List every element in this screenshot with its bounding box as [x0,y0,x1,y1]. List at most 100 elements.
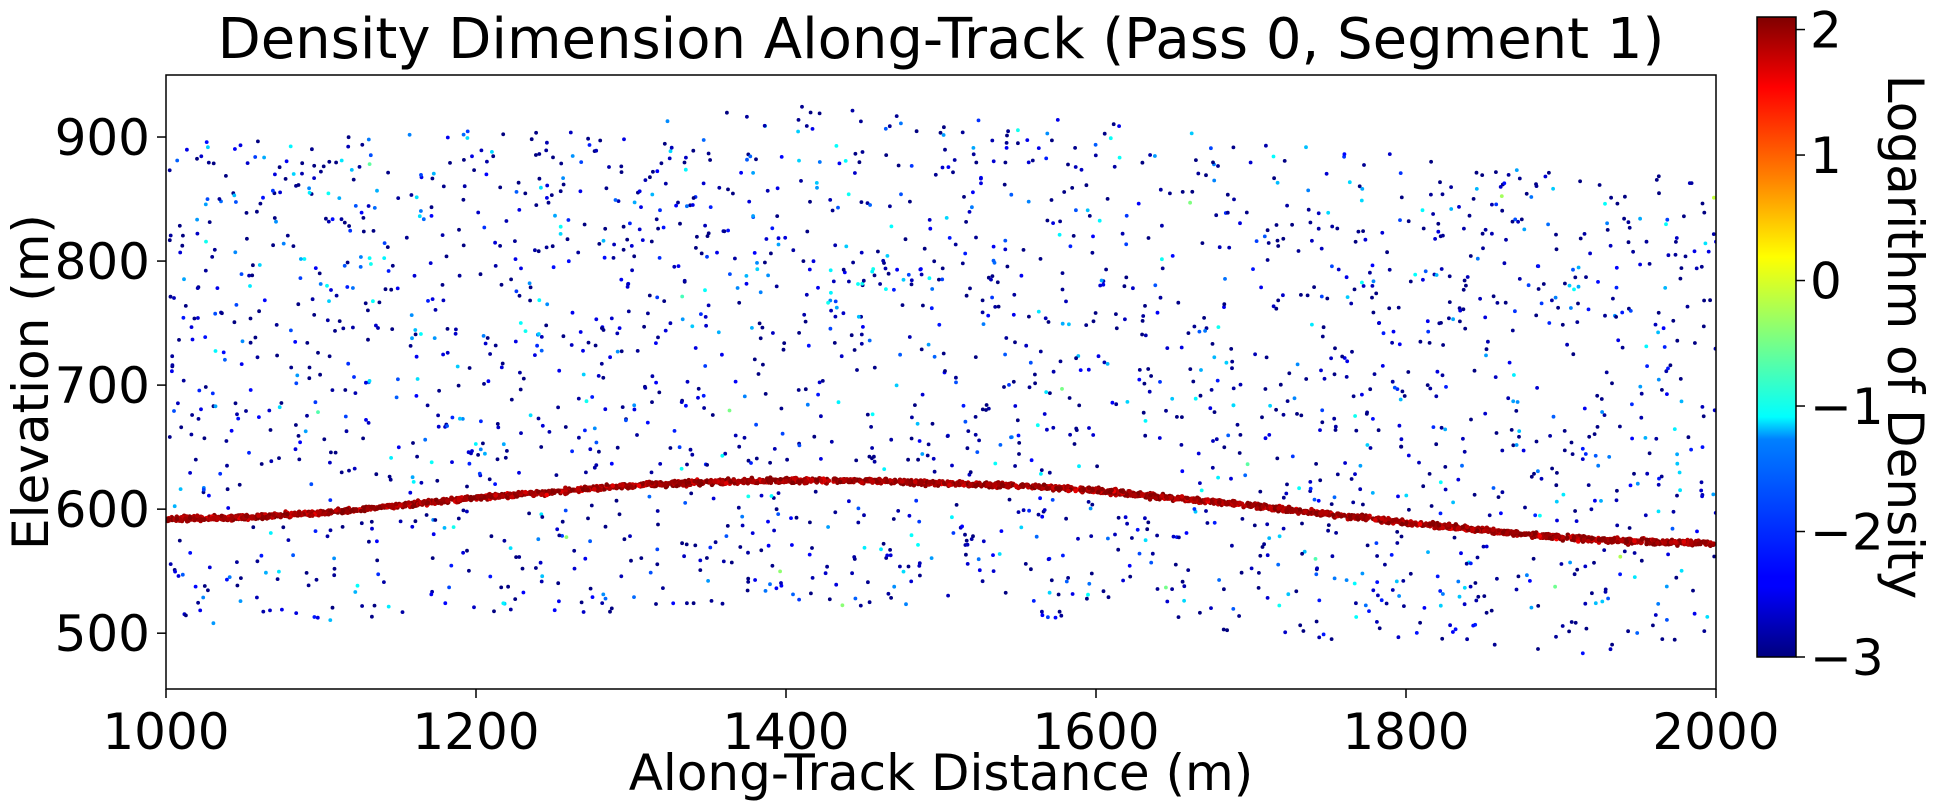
noise-point [1326,210,1331,215]
noise-point [1268,403,1272,408]
noise-point [685,462,689,467]
noise-point [493,343,498,348]
noise-point [621,224,626,229]
noise-point [828,268,833,273]
noise-point [896,163,901,168]
noise-point [1283,630,1288,635]
noise-point [906,272,911,277]
noise-point [554,473,559,477]
noise-point [1203,329,1207,333]
noise-point [517,470,521,475]
noise-point [1051,369,1056,374]
noise-point [1550,466,1554,471]
noise-point [1515,400,1520,404]
noise-point [779,406,784,411]
noise-point [482,225,487,230]
noise-point [728,272,732,276]
noise-point [1531,556,1536,561]
noise-point [449,563,454,568]
noise-point [920,452,925,456]
noise-point [1196,171,1201,176]
noise-point [1204,173,1208,178]
noise-point [1422,606,1427,610]
noise-point [411,441,415,445]
noise-point [1290,454,1295,459]
noise-point [1350,349,1354,354]
noise-point [889,437,894,442]
noise-point [269,459,274,464]
noise-point [189,432,194,437]
noise-point [1517,176,1522,181]
noise-point [307,190,312,195]
noise-point [885,553,890,558]
noise-point [505,449,509,453]
noise-point [1064,579,1069,584]
ground-point [385,502,390,508]
noise-point [500,361,505,366]
noise-point [495,457,500,462]
noise-point [691,148,696,153]
noise-point [1090,502,1095,507]
noise-point [759,493,764,498]
noise-point [1252,523,1257,528]
noise-point [796,118,801,122]
noise-point [413,332,418,337]
noise-point [1353,414,1357,418]
noise-point [359,255,363,259]
noise-point [578,330,583,334]
noise-point [1137,368,1142,372]
noise-point [1057,232,1062,237]
noise-point [1160,266,1165,271]
ground-point [1254,506,1260,511]
noise-point [355,583,360,588]
noise-point [920,392,925,397]
noise-point [889,224,894,229]
noise-point [1002,182,1007,187]
noise-point [960,130,965,135]
noise-point [170,363,175,368]
noise-point [206,588,210,593]
noise-point [614,498,619,503]
noise-point [990,138,995,143]
noise-point [1599,397,1604,401]
noise-point [804,292,809,297]
noise-point [750,326,754,330]
noise-point [1580,446,1585,451]
noise-point [909,579,914,584]
noise-point [328,498,333,502]
noise-point [831,279,836,284]
noise-point [1221,627,1226,632]
noise-point [703,288,707,293]
noise-point [776,236,781,241]
noise-point [910,415,914,420]
noise-point [1546,222,1550,227]
noise-point [701,138,706,142]
noise-point [1654,436,1659,441]
noise-point [843,159,848,163]
noise-point [1176,300,1181,305]
noise-point [245,161,250,166]
noise-point [1049,198,1054,202]
noise-point [1332,576,1337,581]
noise-point [1603,587,1608,592]
noise-point [485,336,490,340]
noise-point [829,290,833,295]
noise-point [256,139,260,144]
noise-point [1284,491,1289,496]
noise-point [514,289,519,294]
noise-point [1457,594,1462,599]
noise-point [202,436,207,441]
noise-point [850,108,855,113]
noise-point [1347,180,1352,185]
noise-point [1657,476,1661,481]
noise-point [703,364,708,368]
noise-point [682,278,687,283]
noise-point [432,336,437,340]
noise-point [655,169,660,174]
noise-point [600,326,604,330]
noise-point [594,440,599,445]
noise-point [1654,178,1659,182]
noise-point [1513,309,1517,314]
noise-point [203,385,208,389]
noise-point [1554,483,1559,488]
